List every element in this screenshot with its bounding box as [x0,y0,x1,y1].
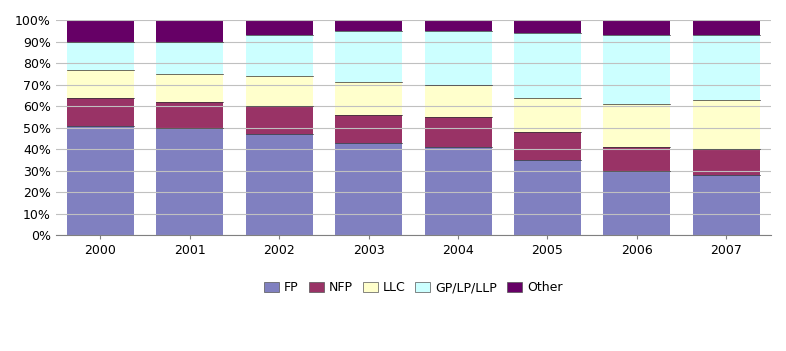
Bar [335,82,402,115]
Legend: FP, NFP, LLC, GP/LP/LLP, Other: FP, NFP, LLC, GP/LP/LLP, Other [259,276,567,299]
Bar [514,33,581,98]
Bar [604,171,670,236]
Bar [246,20,313,35]
Bar [156,20,223,41]
Bar [604,147,670,171]
Bar [335,115,402,143]
Bar [692,100,760,149]
Bar [424,85,491,117]
Bar [424,117,491,147]
Bar [514,98,581,132]
Bar [67,126,134,236]
Bar [156,41,223,74]
Bar [67,41,134,69]
Bar [424,20,491,31]
Bar [692,20,760,35]
Bar [156,102,223,128]
Bar [692,175,760,236]
Bar [67,20,134,41]
Bar [246,106,313,134]
Bar [424,31,491,85]
Bar [424,147,491,236]
Bar [335,31,402,82]
Bar [246,134,313,236]
Bar [67,69,134,98]
Bar [604,20,670,35]
Bar [692,35,760,100]
Bar [246,35,313,76]
Bar [335,20,402,31]
Bar [514,20,581,33]
Bar [246,76,313,106]
Bar [604,104,670,147]
Bar [692,149,760,175]
Bar [514,132,581,160]
Bar [67,98,134,126]
Bar [156,74,223,102]
Bar [604,35,670,104]
Bar [514,160,581,236]
Bar [335,143,402,236]
Bar [156,128,223,236]
